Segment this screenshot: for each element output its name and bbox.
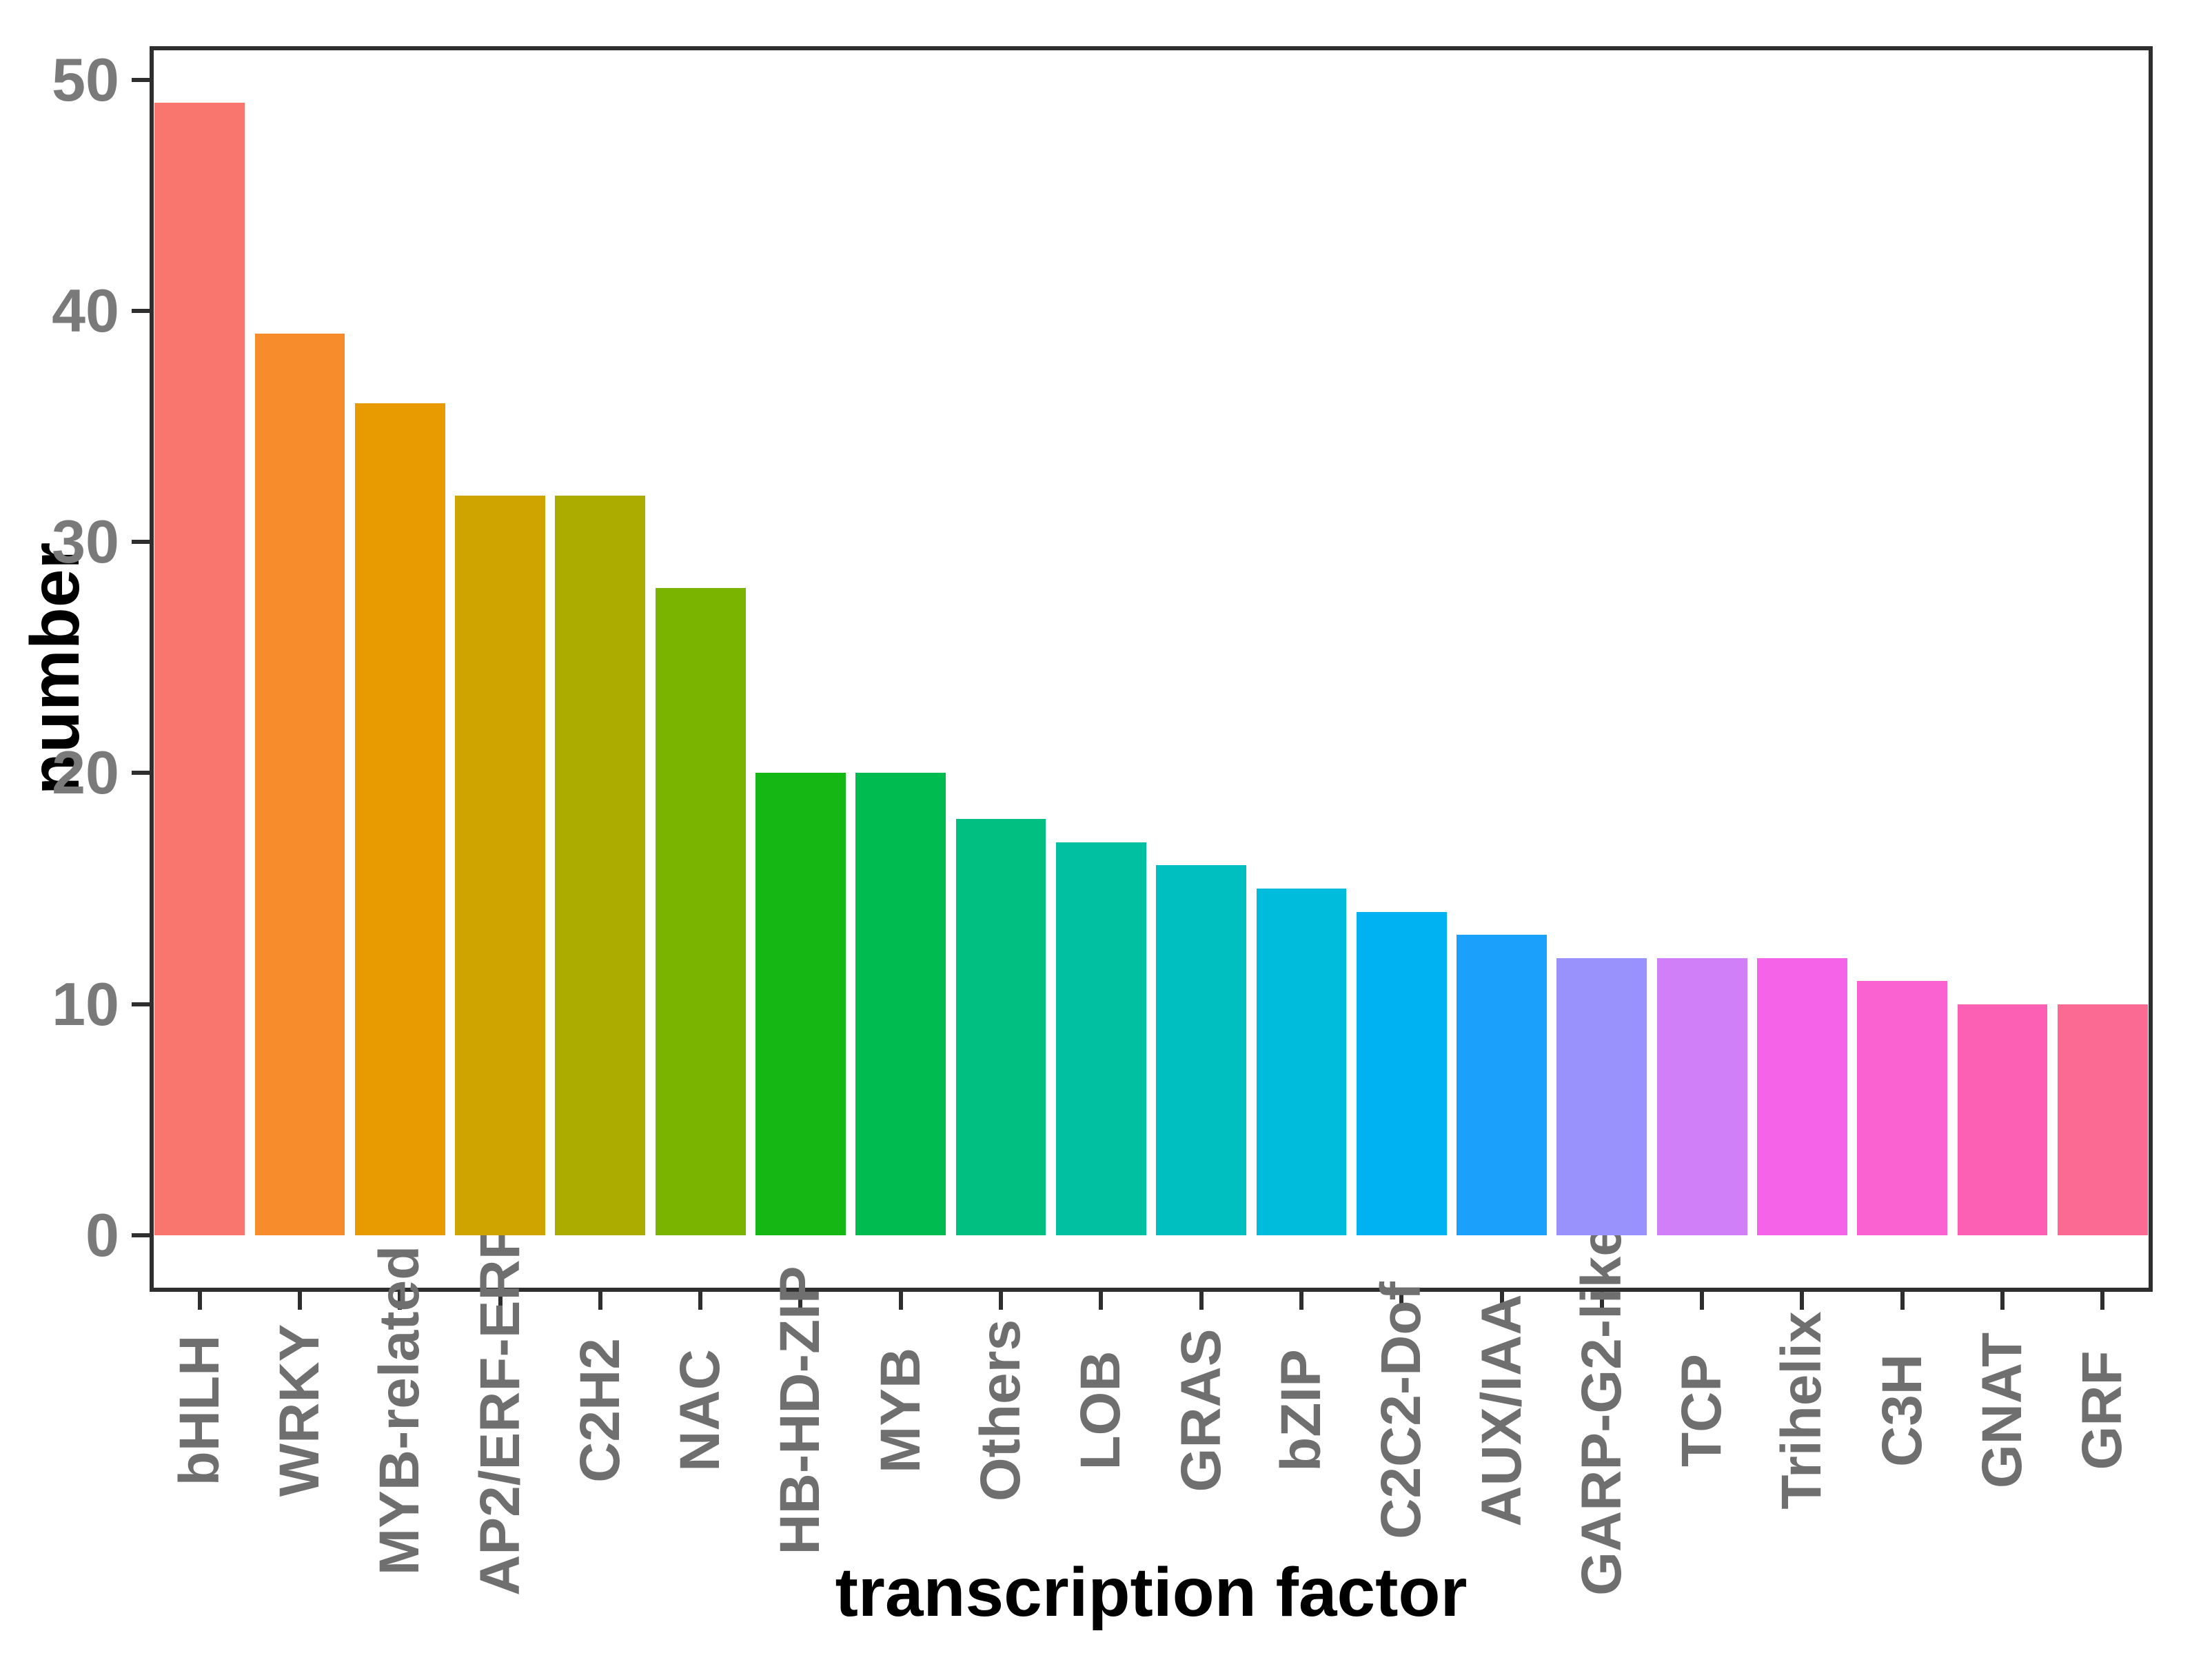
bar-GARP-G2-like xyxy=(1556,957,1647,1235)
bar-MYB xyxy=(855,773,946,1235)
bar-NAC xyxy=(655,588,746,1235)
x-tick-mark xyxy=(1099,1292,1104,1310)
bar-Others xyxy=(955,819,1046,1235)
x-tick-mark xyxy=(698,1292,703,1310)
y-tick-mark xyxy=(132,540,150,545)
x-tick-label-AP2/ERF-ERF: AP2/ERF-ERF xyxy=(468,1225,531,1596)
x-tick-label-GNAT: GNAT xyxy=(1971,1332,2034,1489)
x-tick-mark xyxy=(2100,1292,2105,1310)
x-tick-mark xyxy=(197,1292,202,1310)
y-tick-mark xyxy=(132,771,150,776)
x-tick-label-LOB: LOB xyxy=(1069,1350,1133,1470)
x-tick-mark xyxy=(297,1292,302,1310)
x-axis-title: transcription factor xyxy=(835,1554,1468,1631)
bar-TCP xyxy=(1656,957,1747,1235)
y-tick-label: 10 xyxy=(52,969,119,1038)
y-tick-label: 50 xyxy=(52,45,119,114)
x-tick-label-HB-HD-ZIP: HB-HD-ZIP xyxy=(769,1266,832,1555)
bar-LOB xyxy=(1055,842,1146,1235)
bar-bZIP xyxy=(1256,888,1347,1235)
x-tick-label-bHLH: bHLH xyxy=(168,1335,231,1486)
y-tick-mark xyxy=(132,1233,150,1237)
x-tick-mark xyxy=(498,1292,503,1310)
x-tick-mark xyxy=(999,1292,1004,1310)
x-tick-label-MYB-related: MYB-related xyxy=(368,1245,432,1576)
x-tick-mark xyxy=(598,1292,602,1310)
bar-HB-HD-ZIP xyxy=(755,773,846,1235)
x-tick-label-GARP-G2-like: GARP-G2-like xyxy=(1570,1225,1633,1596)
bar-C2C2-Dof xyxy=(1356,911,1447,1235)
x-tick-label-AUX/IAA: AUX/IAA xyxy=(1470,1294,1533,1527)
x-tick-mark xyxy=(1299,1292,1303,1310)
x-tick-label-NAC: NAC xyxy=(669,1349,732,1472)
y-tick-label: 40 xyxy=(52,276,119,345)
x-tick-mark xyxy=(1700,1292,1705,1310)
x-tick-label-MYB: MYB xyxy=(869,1347,932,1474)
bar-WRKY xyxy=(254,334,345,1235)
x-tick-label-TCP: TCP xyxy=(1670,1354,1734,1467)
x-tick-mark xyxy=(1599,1292,1604,1310)
y-tick-mark xyxy=(132,308,150,313)
y-tick-label: 30 xyxy=(52,507,119,576)
x-tick-label-bZIP: bZIP xyxy=(1269,1349,1332,1472)
x-tick-mark xyxy=(1499,1292,1504,1310)
x-tick-mark xyxy=(898,1292,903,1310)
x-tick-label-GRF: GRF xyxy=(2071,1350,2134,1470)
bar-GNAT xyxy=(1957,1004,2048,1235)
plot-area xyxy=(150,46,2153,1292)
x-tick-mark xyxy=(398,1292,403,1310)
y-tick-label: 0 xyxy=(85,1200,119,1269)
x-tick-label-Trihelix: Trihelix xyxy=(1770,1311,1834,1510)
x-tick-mark xyxy=(798,1292,803,1310)
y-tick-label: 20 xyxy=(52,738,119,807)
bar-AP2/ERF-ERF xyxy=(455,496,545,1235)
bar-Trihelix xyxy=(1757,957,1847,1235)
x-tick-label-C3H: C3H xyxy=(1870,1353,1934,1468)
bar-C2H2 xyxy=(555,496,646,1235)
bar-AUX/IAA xyxy=(1457,935,1547,1235)
x-tick-mark xyxy=(2000,1292,2005,1310)
x-tick-label-WRKY: WRKY xyxy=(267,1324,331,1497)
bar-MYB-related xyxy=(354,403,445,1235)
x-tick-mark xyxy=(1800,1292,1805,1310)
x-tick-mark xyxy=(1399,1292,1404,1310)
x-tick-mark xyxy=(1900,1292,1905,1310)
bar-bHLH xyxy=(154,103,245,1235)
x-tick-label-Others: Others xyxy=(969,1319,1033,1502)
x-tick-label-C2H2: C2H2 xyxy=(568,1338,631,1483)
x-tick-mark xyxy=(1199,1292,1204,1310)
y-tick-mark xyxy=(132,1002,150,1006)
bar-C3H xyxy=(1857,981,1948,1235)
bar-GRF xyxy=(2057,1004,2148,1235)
x-tick-label-GRAS: GRAS xyxy=(1169,1328,1232,1492)
y-tick-mark xyxy=(132,77,150,82)
x-tick-label-C2C2-Dof: C2C2-Dof xyxy=(1370,1281,1433,1539)
bar-GRAS xyxy=(1156,865,1247,1235)
